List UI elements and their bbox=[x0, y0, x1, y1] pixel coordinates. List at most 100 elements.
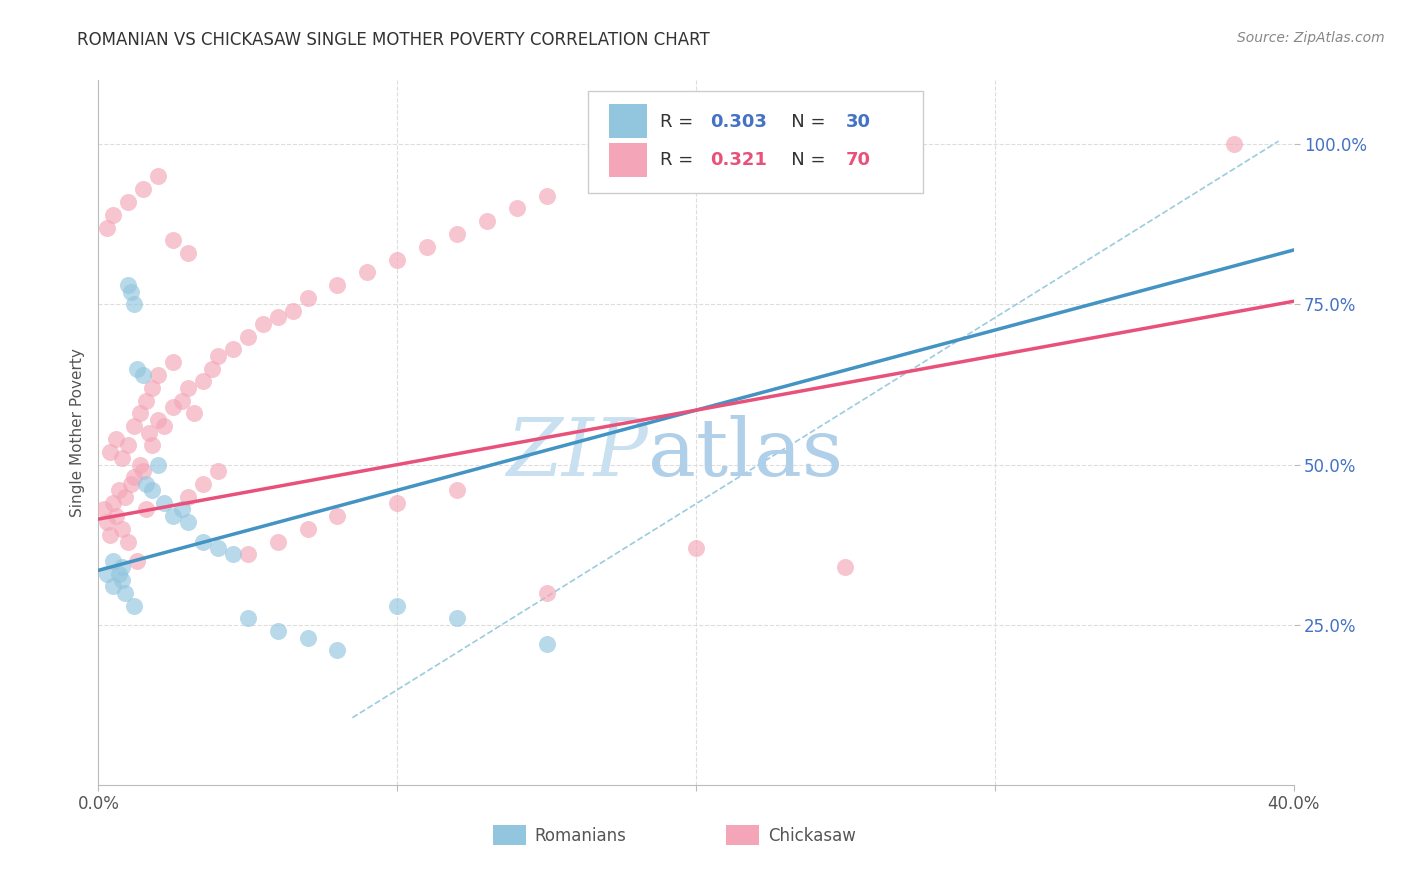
Bar bbox=[494, 825, 526, 845]
Point bbox=[103, 579, 125, 593]
Point bbox=[129, 406, 152, 420]
Text: atlas: atlas bbox=[648, 415, 844, 492]
FancyBboxPatch shape bbox=[589, 91, 922, 193]
Point bbox=[96, 566, 118, 581]
Point bbox=[141, 381, 163, 395]
Text: ROMANIAN VS CHICKASAW SINGLE MOTHER POVERTY CORRELATION CHART: ROMANIAN VS CHICKASAW SINGLE MOTHER POVE… bbox=[77, 31, 710, 49]
Point bbox=[162, 400, 184, 414]
Text: ZIP: ZIP bbox=[506, 415, 648, 492]
Point bbox=[127, 361, 149, 376]
Point bbox=[105, 432, 128, 446]
Point bbox=[96, 516, 118, 530]
Text: R =: R = bbox=[661, 113, 699, 131]
Point bbox=[326, 278, 349, 293]
Point bbox=[222, 547, 245, 561]
Point bbox=[356, 265, 378, 279]
Point bbox=[124, 297, 146, 311]
Point bbox=[236, 547, 259, 561]
Point bbox=[297, 631, 319, 645]
Point bbox=[446, 227, 468, 241]
Point bbox=[103, 554, 125, 568]
Point bbox=[141, 438, 163, 452]
Point bbox=[252, 317, 274, 331]
Point bbox=[103, 208, 125, 222]
Point bbox=[236, 611, 259, 625]
Point bbox=[114, 490, 136, 504]
Text: 30: 30 bbox=[845, 113, 870, 131]
Text: Romanians: Romanians bbox=[534, 827, 627, 846]
Text: Chickasaw: Chickasaw bbox=[768, 827, 856, 846]
Point bbox=[685, 541, 707, 555]
Point bbox=[162, 355, 184, 369]
Point bbox=[446, 611, 468, 625]
Point bbox=[475, 214, 498, 228]
Point bbox=[177, 490, 200, 504]
Point bbox=[191, 375, 214, 389]
Point bbox=[153, 419, 176, 434]
Point bbox=[148, 413, 170, 427]
Point bbox=[111, 560, 134, 574]
Text: N =: N = bbox=[773, 113, 831, 131]
Point bbox=[132, 182, 155, 196]
Point bbox=[120, 285, 142, 299]
Point bbox=[536, 586, 558, 600]
Text: 0.303: 0.303 bbox=[710, 113, 768, 131]
Point bbox=[281, 304, 304, 318]
Point bbox=[117, 438, 139, 452]
Point bbox=[132, 464, 155, 478]
Text: R =: R = bbox=[661, 151, 699, 169]
Point bbox=[105, 508, 128, 523]
Point bbox=[127, 554, 149, 568]
Point bbox=[506, 202, 529, 216]
Point bbox=[138, 425, 160, 440]
Point bbox=[191, 534, 214, 549]
Point bbox=[177, 516, 200, 530]
Point bbox=[297, 522, 319, 536]
Text: N =: N = bbox=[773, 151, 831, 169]
Point bbox=[536, 637, 558, 651]
Point bbox=[416, 240, 439, 254]
Point bbox=[326, 508, 349, 523]
Point bbox=[148, 169, 170, 184]
Point bbox=[111, 522, 134, 536]
Point bbox=[141, 483, 163, 498]
Point bbox=[236, 329, 259, 343]
Point bbox=[162, 508, 184, 523]
Point bbox=[207, 349, 229, 363]
Point bbox=[183, 406, 205, 420]
Point bbox=[108, 483, 131, 498]
Point bbox=[124, 470, 146, 484]
Point bbox=[135, 393, 157, 408]
Point bbox=[108, 566, 131, 581]
Point bbox=[326, 643, 349, 657]
Point bbox=[267, 534, 290, 549]
Point bbox=[103, 496, 125, 510]
Point bbox=[93, 502, 115, 516]
Text: 70: 70 bbox=[845, 151, 870, 169]
Point bbox=[191, 476, 214, 491]
Y-axis label: Single Mother Poverty: Single Mother Poverty bbox=[69, 348, 84, 517]
Bar bbox=[609, 143, 647, 177]
Point bbox=[207, 541, 229, 555]
Point bbox=[129, 458, 152, 472]
Point bbox=[98, 445, 122, 459]
Point bbox=[162, 234, 184, 248]
Point bbox=[114, 586, 136, 600]
Point bbox=[1223, 137, 1246, 152]
Point bbox=[117, 534, 139, 549]
Point bbox=[177, 381, 200, 395]
Point bbox=[834, 560, 856, 574]
Point bbox=[148, 458, 170, 472]
Point bbox=[536, 188, 558, 202]
Point bbox=[297, 291, 319, 305]
Point bbox=[96, 220, 118, 235]
Point bbox=[172, 502, 194, 516]
Point bbox=[124, 419, 146, 434]
Point bbox=[148, 368, 170, 382]
Bar bbox=[725, 825, 759, 845]
Point bbox=[117, 194, 139, 209]
Point bbox=[111, 451, 134, 466]
Point bbox=[177, 246, 200, 260]
Point bbox=[267, 624, 290, 639]
Point bbox=[222, 343, 245, 357]
